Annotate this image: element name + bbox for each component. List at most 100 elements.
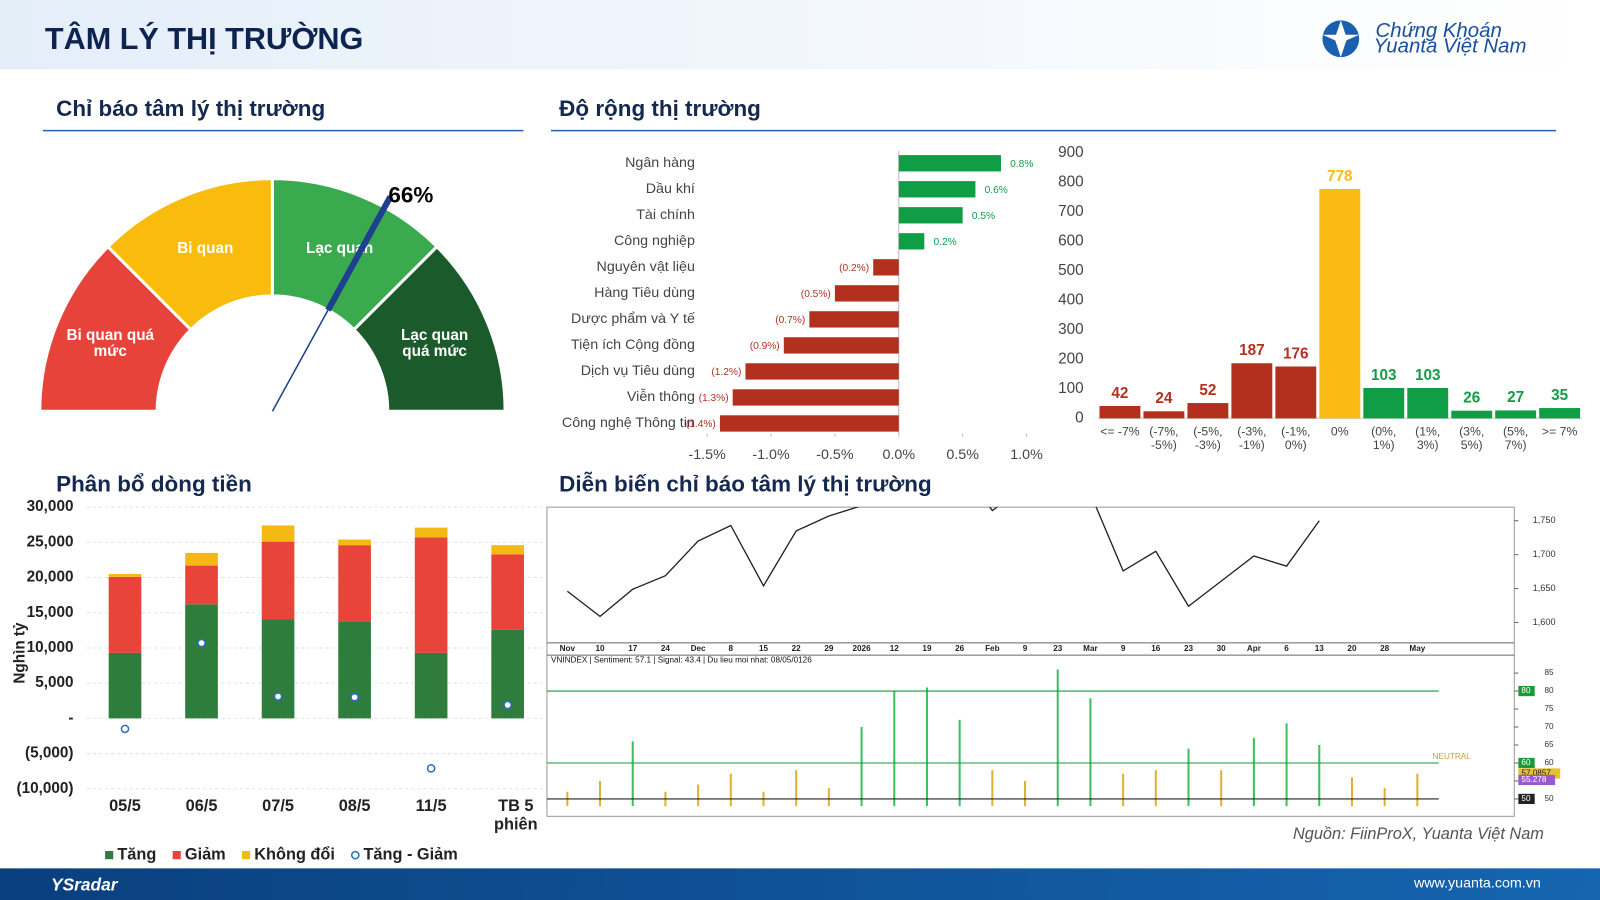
- x-tick-label: 07/5: [262, 797, 294, 816]
- x-tick-label: 20: [1347, 644, 1357, 653]
- value-label: (0.5%): [801, 289, 831, 300]
- level-marker: [1518, 793, 1535, 805]
- bar: [1495, 410, 1537, 419]
- x-tick-label: 06/5: [185, 797, 218, 816]
- value-label: 42: [1111, 385, 1128, 402]
- neutral-label: NEUTRAL: [1433, 752, 1472, 761]
- bar: [1319, 189, 1361, 419]
- value-label: 27: [1507, 389, 1524, 406]
- value-label: (1.2%): [711, 367, 741, 378]
- gauge-value: 66%: [388, 183, 433, 208]
- legend-swatch: [172, 851, 181, 860]
- bar-segment: [108, 576, 142, 653]
- x-tick-label-box: (-5%, -3%): [1193, 425, 1223, 453]
- bar: [873, 259, 899, 276]
- x-tick-label: 23: [1184, 644, 1194, 653]
- category-label: Công nghiệp: [614, 233, 695, 249]
- bar: [719, 415, 899, 432]
- value-label: 24: [1155, 390, 1173, 407]
- y-tick-label: 5,000: [35, 674, 73, 691]
- bar-segment: [414, 652, 448, 719]
- bar: [834, 285, 899, 302]
- x-tick-label-box: (-3%, -1%): [1237, 426, 1266, 452]
- bar-segment: [185, 552, 218, 566]
- x-tick-label: (1%, 3%): [1415, 425, 1441, 453]
- y-tick-label: 70: [1544, 722, 1554, 731]
- footer-url: www.yuanta.com.vn: [1413, 875, 1541, 891]
- value-label: 0.2%: [934, 237, 957, 248]
- x-tick-label-box: TB 5 phiên: [494, 798, 538, 833]
- y-tick-label: 600: [1058, 233, 1084, 250]
- x-tick-label: Apr: [1247, 644, 1262, 653]
- y-tick-label: 30,000: [27, 498, 74, 515]
- logo-icon: [1322, 20, 1360, 58]
- y-tick-label: 1,650: [1533, 583, 1556, 593]
- y-tick-label: 0: [1075, 409, 1084, 426]
- x-tick-label: 16: [1151, 644, 1161, 653]
- x-tick-label: 29: [824, 644, 834, 653]
- bar: [1451, 410, 1493, 419]
- bar: [1407, 388, 1449, 419]
- value-label: (0.9%): [750, 341, 780, 352]
- x-tick-label-box: 07/5: [262, 797, 294, 816]
- bar-segment: [338, 545, 371, 622]
- value-label: 26: [1463, 390, 1480, 407]
- candle-frame: [546, 506, 1515, 817]
- level-marker: [1518, 768, 1561, 779]
- value-label: 0.5%: [972, 211, 995, 222]
- y-tick-label: 25,000: [27, 533, 74, 550]
- x-tick-label: 15: [759, 644, 769, 653]
- value-label: 778: [1327, 168, 1353, 185]
- value-label: (1.3%): [699, 393, 729, 404]
- category-label: Tiện ích Cộng đồng: [571, 337, 695, 353]
- bar: [898, 233, 925, 250]
- x-tick-label: 24: [661, 644, 671, 653]
- level-marker: [1518, 685, 1535, 697]
- y-axis-label: Nghìn tỷ: [11, 622, 28, 684]
- value-label: 103: [1415, 367, 1441, 384]
- bar: [1143, 411, 1185, 419]
- needle: [325, 195, 394, 312]
- value-label: (0.2%): [839, 263, 869, 274]
- x-tick-label: (3%, 5%): [1459, 425, 1485, 453]
- x-tick-label: (-1%, 0%): [1281, 425, 1311, 453]
- bar: [1363, 388, 1405, 419]
- bar: [1231, 363, 1273, 419]
- value-label: 0.6%: [985, 185, 1008, 196]
- legend-swatch: [105, 851, 114, 860]
- x-tick-label: 19: [922, 644, 932, 653]
- x-tick-label: Mar: [1083, 644, 1098, 653]
- x-tick-label: 0.0%: [883, 447, 916, 463]
- x-tick-label-box: 11/5: [415, 797, 447, 816]
- y-tick-label: 900: [1058, 144, 1084, 161]
- x-tick-label-box: (-1%, 0%): [1281, 425, 1311, 453]
- y-tick-label: 15,000: [27, 604, 74, 621]
- x-tick-label: 26: [955, 644, 965, 653]
- x-tick-label: 10: [596, 644, 606, 653]
- x-tick-label: 22: [792, 644, 802, 653]
- bar-segment: [108, 652, 142, 719]
- y-tick-label: 1,700: [1533, 549, 1556, 559]
- needle-stem: [271, 309, 329, 412]
- x-tick-label: Feb: [985, 644, 1000, 653]
- legend-label: Giảm: [185, 845, 226, 863]
- brand-line: Yuanta Việt Nam: [1373, 35, 1526, 57]
- x-tick-label: (-5%, -3%): [1193, 425, 1223, 453]
- bar-segment: [491, 545, 524, 555]
- bar-segment: [261, 619, 295, 719]
- segment-label: Lạc quan quá mức: [400, 326, 469, 361]
- x-tick-label: (-7%, -5%): [1149, 425, 1179, 453]
- level-marker: [1518, 757, 1535, 769]
- bar: [1187, 403, 1229, 419]
- x-tick-label-box: 0%: [1331, 426, 1349, 439]
- x-tick-label-box: (1%, 3%): [1415, 425, 1441, 453]
- level-label: 80: [1521, 686, 1531, 695]
- x-tick-label: 13: [1315, 644, 1325, 653]
- x-tick-label: >= 7%: [1541, 425, 1578, 439]
- brand-line: Chứng Khoán: [1376, 20, 1502, 42]
- level-label: 55.278: [1521, 775, 1546, 784]
- y-tick-label: 400: [1058, 292, 1084, 309]
- x-tick-label: 11/5: [415, 797, 447, 816]
- bar-segment: [108, 574, 142, 577]
